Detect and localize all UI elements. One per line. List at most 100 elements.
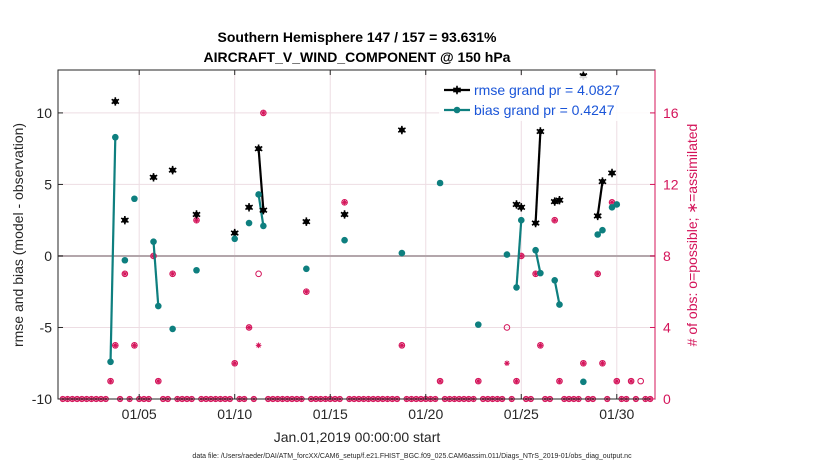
obs-assimilated-marker — [193, 217, 200, 223]
rmse-point-rays — [517, 203, 526, 212]
bias-point — [613, 201, 621, 208]
rmse-point-rays — [397, 125, 406, 135]
plot-area — [58, 70, 655, 399]
rmse-point-rays — [593, 211, 602, 221]
rmse-series-line — [257, 148, 265, 211]
bias-point — [150, 238, 157, 245]
bias-point — [303, 265, 310, 273]
obs-assimilated-marker — [231, 360, 238, 367]
x-axis-label: Jan.01,2019 00:00:00 start — [274, 429, 441, 445]
rmse-point-rays — [340, 210, 349, 219]
rmse-point-rays — [259, 205, 268, 215]
obs-assimilated-marker — [628, 378, 634, 384]
bias-point — [503, 251, 511, 258]
rmse-point-rays — [598, 177, 607, 186]
legend-box — [439, 76, 650, 121]
obs-assimilated-marker — [107, 378, 114, 384]
rmse-point-rays — [536, 127, 545, 136]
rmse-point-rays — [245, 203, 254, 212]
rmse-point-rays — [254, 144, 263, 153]
axis-ticks: 01/05 01/10 01/15 01/20 01/25 01/30 -10 -5 0 5 10 0… — [32, 70, 679, 422]
y-right-tick-label: 16 — [663, 105, 679, 121]
chart-title-line1: Southern Hemisphere 147 / 157 = 93.631% — [218, 29, 498, 45]
y-tick-label: 5 — [44, 176, 52, 192]
obs-assimilated-marker — [513, 378, 520, 384]
obs-assimilated-marker — [112, 342, 119, 349]
bias-point — [517, 216, 525, 224]
bias-series-line — [534, 250, 542, 274]
bias-point — [255, 191, 262, 198]
obs-possible-marker — [255, 270, 262, 278]
bias-point — [107, 358, 114, 366]
legend-bias-marker — [453, 106, 461, 114]
bias-point — [608, 204, 616, 211]
rmse-point-rays — [120, 215, 129, 225]
obs-assimilated-marker — [532, 271, 539, 277]
x-tick-label: 01/20 — [408, 406, 443, 422]
obs-assimilated-marker — [255, 342, 262, 349]
bias-point — [532, 246, 539, 254]
rmse-series-line — [534, 131, 542, 224]
obs-assimilated-marker — [341, 199, 348, 206]
obs-assimilated-marker — [504, 360, 510, 367]
rmse-point-rays — [555, 195, 564, 205]
bias-point — [580, 378, 587, 386]
y-tick-label: 10 — [36, 105, 52, 121]
legend-rmse-marker — [452, 85, 462, 95]
data-file-footnote: data file: /Users/raeder/DAI/ATM_forcXX/… — [192, 453, 632, 460]
x-tick-label: 01/30 — [599, 406, 634, 422]
obs-assimilated-marker — [518, 253, 525, 259]
legend-rmse-label: rmse grand pr = 4.0827 — [474, 82, 620, 98]
obs-assimilated-marker — [613, 378, 620, 384]
rmse-point-rays — [149, 173, 158, 182]
chart-title: Southern Hemisphere 147 / 157 = 93.631% … — [204, 29, 511, 65]
x-tick-label: 01/10 — [217, 406, 252, 422]
bias-point — [260, 222, 267, 230]
rmse-point-rays — [168, 165, 177, 175]
x-tick-label: 01/05 — [122, 406, 157, 422]
bias-point — [231, 235, 239, 243]
legend-bias-point — [453, 106, 461, 114]
rmse-point-rays — [111, 97, 120, 106]
bias-point — [551, 276, 559, 284]
obs-assimilated-marker — [131, 342, 138, 349]
legend: rmse grand pr = 4.0827 bias grand pr = 0… — [439, 76, 650, 121]
y-tick-label: -5 — [40, 319, 53, 335]
obs-assimilated-marker — [609, 199, 615, 206]
rmse-point-rays — [302, 217, 311, 226]
bias-point — [193, 266, 200, 274]
obs-assimilated-marker — [594, 271, 601, 277]
y-right-tick-label: 12 — [663, 176, 679, 192]
bias-series-line — [553, 280, 561, 305]
obs-assimilated-marker — [580, 360, 587, 367]
bias-point — [341, 236, 348, 244]
obs-assimilated-marker — [246, 324, 252, 331]
bias-point — [537, 269, 544, 277]
rmse-point-rays — [607, 168, 617, 178]
obs-assimilated-marker — [551, 217, 558, 223]
bias-point — [112, 133, 119, 141]
obs-assimilated-marker — [303, 288, 310, 295]
bias-point — [599, 226, 606, 234]
legend-bias-label: bias grand pr = 0.4247 — [474, 102, 615, 118]
obs-assimilated-marker — [260, 110, 267, 116]
bias-point — [556, 301, 563, 308]
bias-point — [474, 321, 482, 328]
y-right-tick-label: 4 — [663, 319, 671, 335]
y-axis-label: rmse and bias (model - observation) — [10, 123, 26, 347]
bias-point — [131, 195, 138, 203]
obs-possible-marker — [503, 324, 511, 331]
rmse-point-rays — [192, 210, 201, 219]
obs-possible-marker — [637, 377, 644, 385]
bias-series-line — [152, 241, 160, 307]
rmse-point-rays — [531, 218, 540, 228]
rmse-series-line — [596, 181, 604, 217]
bias-series-line — [515, 220, 523, 288]
obs-assimilated-marker — [537, 342, 544, 349]
obs-assimilated-marker — [599, 360, 606, 367]
bias-point — [154, 302, 162, 310]
y-right-tick-label: 8 — [663, 248, 671, 264]
legend-rmse-point-rays — [452, 85, 462, 95]
y-tick-label: -10 — [32, 391, 52, 407]
obs-assimilated-marker — [155, 378, 162, 384]
